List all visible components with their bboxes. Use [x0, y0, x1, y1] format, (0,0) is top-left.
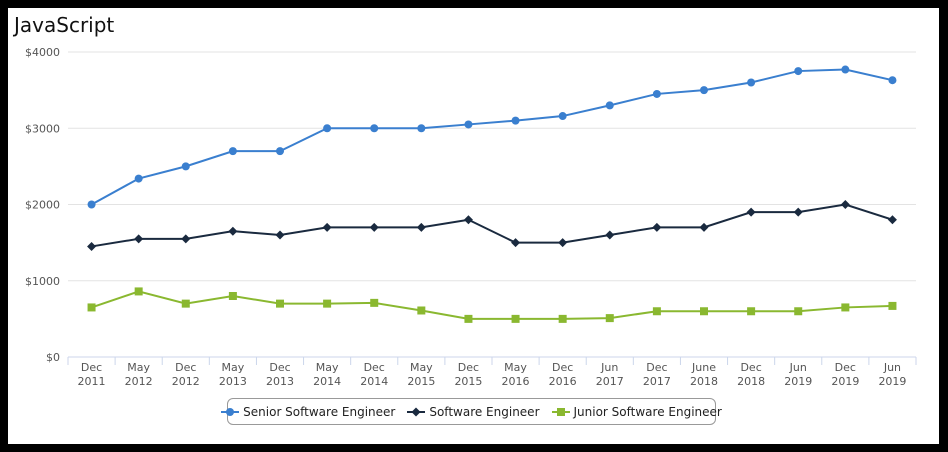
- y-tick-label: $0: [46, 351, 60, 364]
- legend-label: Software Engineer: [429, 404, 540, 419]
- legend-symbol-icon: [221, 407, 240, 416]
- senior-software-engineer-point: [700, 86, 708, 95]
- junior-software-engineer-point: [794, 307, 803, 316]
- x-tick-label: Jun 2019: [784, 361, 812, 388]
- senior-software-engineer-point: [605, 101, 614, 110]
- senior-software-engineer-point: [558, 112, 567, 121]
- y-tick-label: $2000: [25, 199, 60, 212]
- x-tick-label: May 2014: [313, 361, 341, 388]
- senior-software-engineer-point: [464, 120, 473, 129]
- junior-software-engineer-point: [558, 314, 567, 323]
- software-engineer-point: [134, 234, 144, 244]
- junior-software-engineer-point: [134, 287, 143, 296]
- chart-panel: JavaScript $0 $1000 $2000 $3000 $4000 Dec 2011…: [8, 8, 939, 444]
- junior-software-engineer-point: [652, 307, 661, 316]
- junior-software-engineer-point: [370, 298, 379, 307]
- chart-legend: Senior Software Engineer Software Enginee…: [221, 398, 722, 425]
- x-tick-label: May 2016: [502, 361, 530, 388]
- software-engineer-point: [840, 200, 850, 209]
- line-chart: $0 $1000 $2000 $3000 $4000 Dec 2011 May 2012 Dec 2…: [25, 46, 917, 388]
- x-tick-label: Dec 2014: [360, 361, 388, 388]
- software-engineer-point: [793, 207, 803, 217]
- senior-software-engineer-point: [181, 162, 190, 171]
- junior-software-engineer-point: [87, 303, 96, 312]
- legend-point: [411, 407, 421, 416]
- x-tick-label: Jun 2017: [596, 361, 624, 388]
- software-engineer-point: [558, 238, 568, 248]
- senior-software-engineer-point: [841, 65, 850, 74]
- junior-software-engineer-line: [91, 290, 893, 320]
- y-tick-label: $3000: [25, 122, 60, 135]
- legend-symbol-icon: [551, 407, 570, 416]
- senior-software-engineer-line: [91, 68, 893, 206]
- senior-software-engineer-point: [134, 174, 143, 183]
- software-engineer-point: [181, 234, 191, 244]
- senior-software-engineer-point: [652, 89, 661, 98]
- x-tick-label: Dec 2017: [643, 361, 671, 388]
- junior-software-engineer-point: [511, 314, 520, 323]
- senior-software-engineer-point: [511, 116, 520, 125]
- senior-software-engineer-point: [747, 78, 756, 87]
- junior-software-engineer-point: [323, 299, 332, 308]
- software-engineer-point: [87, 241, 97, 251]
- x-tick-label: Dec 2011: [78, 361, 106, 388]
- junior-software-engineer-point: [888, 301, 897, 310]
- x-tick-label: Dec 2015: [454, 361, 482, 388]
- x-tick-label: Dec 2019: [831, 361, 859, 388]
- x-tick-label: May 2015: [407, 361, 435, 388]
- legend-point: [556, 407, 565, 416]
- legend-item[interactable]: Senior Software Engineer: [221, 405, 395, 419]
- junior-software-engineer-point: [181, 299, 190, 308]
- software-engineer-point: [463, 215, 473, 225]
- legend-label: Junior Software Engineer: [573, 404, 722, 419]
- senior-software-engineer-point: [794, 67, 803, 76]
- x-tick-label: Dec 2018: [737, 361, 765, 388]
- legend-point: [226, 407, 235, 416]
- senior-software-engineer-point: [87, 200, 96, 209]
- senior-software-engineer-point: [370, 124, 379, 133]
- y-tick-label: $1000: [25, 275, 60, 288]
- junior-software-engineer-point: [417, 306, 426, 315]
- x-tick-label: May 2012: [125, 361, 153, 388]
- junior-software-engineer-point: [747, 307, 756, 316]
- junior-software-engineer-point: [841, 303, 850, 312]
- x-tick-label: Dec 2016: [549, 361, 577, 388]
- legend-item[interactable]: Junior Software Engineer: [551, 404, 722, 419]
- software-engineer-point: [369, 222, 379, 232]
- senior-software-engineer-point: [323, 124, 332, 133]
- senior-software-engineer-point: [276, 147, 284, 156]
- junior-software-engineer-point: [700, 307, 708, 316]
- senior-software-engineer-point: [417, 124, 426, 133]
- y-tick-label: $4000: [25, 46, 60, 59]
- software-engineer-point: [605, 230, 615, 240]
- legend-label: Senior Software Engineer: [243, 404, 396, 419]
- junior-software-engineer-point: [605, 314, 614, 323]
- legend-symbol-icon: [407, 407, 426, 416]
- software-engineer-point: [699, 222, 709, 232]
- junior-software-engineer-point: [228, 292, 237, 300]
- software-engineer-point: [322, 222, 332, 232]
- software-engineer-point: [652, 222, 662, 232]
- junior-software-engineer-point: [276, 299, 284, 308]
- software-engineer-point: [275, 230, 285, 240]
- software-engineer-point: [228, 226, 238, 236]
- software-engineer-point: [746, 207, 756, 217]
- junior-software-engineer-point: [464, 314, 473, 323]
- software-engineer-line: [91, 203, 893, 248]
- software-engineer-point: [416, 222, 426, 232]
- legend-item[interactable]: Software Engineer: [407, 404, 540, 419]
- senior-software-engineer-point: [228, 147, 237, 156]
- x-tick-label: Dec 2013: [266, 361, 294, 388]
- x-tick-label: Jun 2019: [878, 361, 906, 388]
- chart-title: JavaScript: [14, 13, 115, 37]
- x-tick-label: May 2013: [219, 361, 247, 388]
- x-tick-label: June 2018: [690, 361, 718, 388]
- x-tick-label: Dec 2012: [172, 361, 200, 388]
- software-engineer-point: [887, 215, 897, 225]
- software-engineer-point: [511, 238, 521, 248]
- senior-software-engineer-point: [888, 76, 897, 85]
